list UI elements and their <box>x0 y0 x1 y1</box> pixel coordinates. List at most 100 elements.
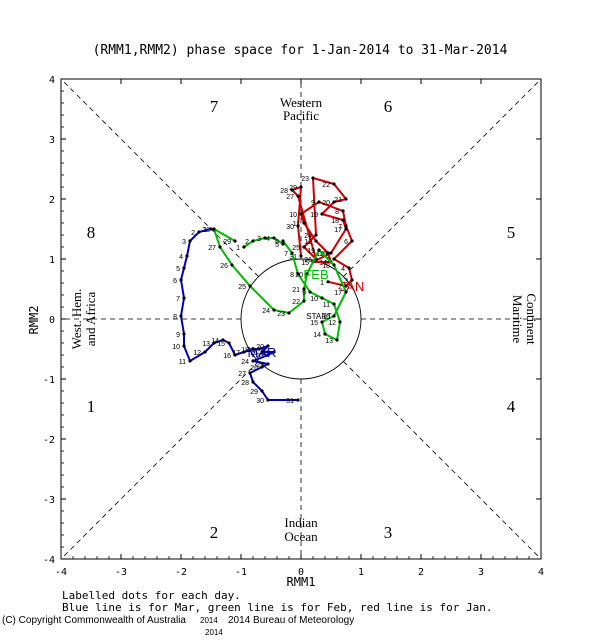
day-label: 14 <box>211 338 219 345</box>
day-dot <box>248 284 252 288</box>
day-dot <box>323 332 327 336</box>
day-label: 26 <box>250 365 258 372</box>
day-dot <box>329 251 333 255</box>
day-label: 29 <box>223 239 231 246</box>
day-label: 22 <box>322 182 330 189</box>
x-tick-label: 0 <box>298 567 304 578</box>
region-africa: and Africa <box>83 292 98 347</box>
diagonal-guide-line <box>60 361 259 560</box>
region-western-pacific-2: Pacific <box>283 108 319 123</box>
day-dot <box>317 200 321 204</box>
day-label: 20 <box>295 272 303 279</box>
day-dot <box>272 350 276 354</box>
day-dot <box>203 350 207 354</box>
day-dot <box>320 212 324 216</box>
day-dot <box>332 314 336 318</box>
day-label: 13 <box>325 338 333 345</box>
day-dot <box>332 257 336 261</box>
day-label: 5 <box>275 242 279 249</box>
day-label: 6 <box>344 239 348 246</box>
day-label: 11 <box>323 302 330 309</box>
y-axis-label: RMM2 <box>27 306 41 335</box>
day-dot <box>296 194 300 198</box>
day-dot <box>290 188 294 192</box>
day-label: 8 <box>290 272 294 279</box>
phase-4-label: 4 <box>507 397 516 416</box>
phase-5-label: 5 <box>507 223 516 242</box>
day-dot <box>302 287 306 291</box>
day-dot <box>251 359 255 363</box>
day-label: 19 <box>307 248 315 255</box>
day-dot <box>209 227 213 231</box>
copyright-year-2: 2014 <box>205 628 223 637</box>
day-label: 7 <box>338 224 342 231</box>
day-dot <box>251 239 255 243</box>
day-dot <box>197 230 201 234</box>
chart-title: (RMM1,RMM2) phase space for 1-Jan-2014 t… <box>93 43 508 58</box>
x-tick-label: 4 <box>538 567 544 578</box>
month-label-mar: MAR <box>248 345 277 360</box>
day-dot <box>212 227 216 231</box>
day-dot <box>182 266 186 270</box>
day-label: 17 <box>334 227 342 234</box>
day-dot <box>281 242 285 246</box>
day-label: 23 <box>301 176 309 183</box>
day-label: 18 <box>331 218 339 225</box>
day-dot <box>263 236 267 240</box>
day-label: 19 <box>247 347 255 354</box>
x-tick-label: -4 <box>55 567 67 578</box>
day-dot <box>212 341 216 345</box>
phase-8-label: 8 <box>87 223 96 242</box>
day-dot <box>188 359 192 363</box>
day-label: 23 <box>256 353 264 360</box>
day-label: 22 <box>262 350 270 357</box>
y-tick-label: 1 <box>49 255 55 266</box>
day-label: 21 <box>292 287 300 294</box>
day-label: 20 <box>322 200 330 207</box>
day-label: 13 <box>202 341 210 348</box>
day-dot <box>350 239 354 243</box>
diagonal-guide-line <box>343 361 542 560</box>
day-label: 29 <box>250 389 258 396</box>
x-tick-label: 2 <box>418 567 424 578</box>
unit-circle <box>240 258 362 380</box>
day-label: 15 <box>217 341 225 348</box>
day-dot <box>257 347 261 351</box>
day-label: 21 <box>334 197 342 204</box>
day-label: 14 <box>313 332 321 339</box>
day-label: 23 <box>277 311 285 318</box>
day-label: 5 <box>176 266 180 273</box>
phase-7-label: 7 <box>210 97 219 116</box>
day-dot <box>320 296 324 300</box>
day-label: 10 <box>310 296 318 303</box>
diagonal-guide-line <box>60 78 259 277</box>
note-labelled-dots: Labelled dots for each day. <box>62 589 241 602</box>
day-label: 1 <box>320 280 324 287</box>
day-dot <box>308 290 312 294</box>
x-tick-label: -3 <box>115 567 127 578</box>
start-label: START <box>306 312 332 321</box>
day-dot <box>314 233 318 237</box>
day-dot <box>338 320 342 324</box>
day-dot <box>332 182 336 186</box>
day-label: 27 <box>286 194 294 201</box>
phase-3-label: 3 <box>384 523 393 542</box>
phase-2-label: 2 <box>210 523 219 542</box>
day-dot <box>251 380 255 384</box>
day-label: 3 <box>182 239 186 246</box>
day-label: 20 <box>256 344 264 351</box>
day-dot <box>290 251 294 255</box>
day-dot <box>182 332 186 336</box>
y-tick-label: -3 <box>43 495 55 506</box>
day-dot <box>266 362 270 366</box>
region-western-pacific: Western <box>280 95 323 110</box>
copyright-left: (C) Copyright Commonwealth of Australia <box>2 615 186 626</box>
day-dot <box>299 254 303 258</box>
day-dot <box>344 290 348 294</box>
y-tick-label: -2 <box>43 435 55 446</box>
day-dot <box>302 221 306 225</box>
day-label: 28 <box>280 188 288 195</box>
day-label: 10 <box>172 344 180 351</box>
y-tick-label: -1 <box>43 375 55 386</box>
